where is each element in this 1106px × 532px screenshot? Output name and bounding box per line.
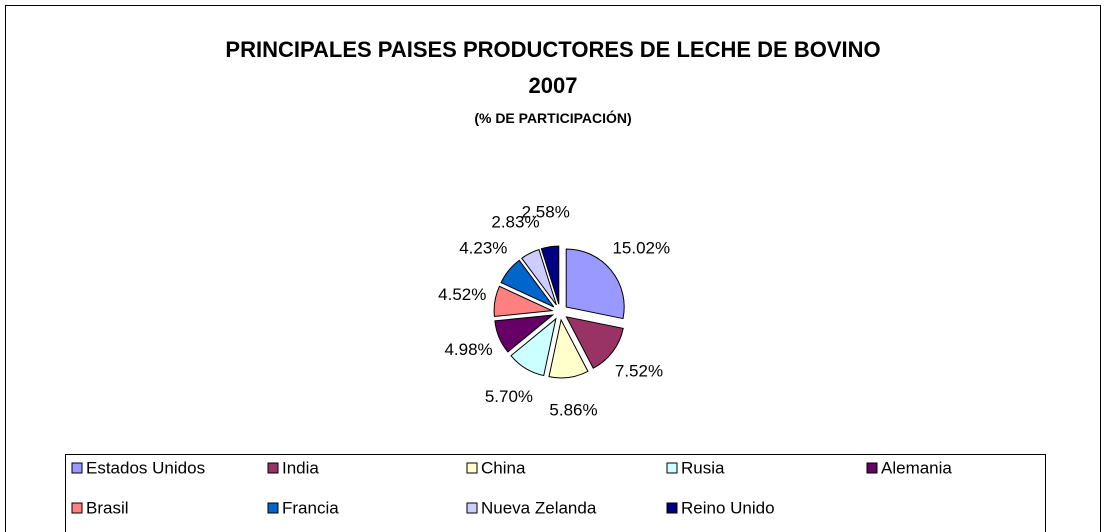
- data-label: 4.23%: [459, 238, 507, 257]
- legend-swatch: [666, 502, 678, 514]
- pie-slice: [521, 248, 557, 306]
- legend-swatch: [71, 462, 83, 474]
- legend-swatch: [466, 462, 478, 474]
- legend-label: Brasil: [86, 498, 129, 517]
- data-label: 7.52%: [615, 362, 663, 381]
- data-label: 15.02%: [612, 238, 670, 257]
- pie-slice: [510, 317, 557, 377]
- data-label: 5.70%: [485, 387, 533, 406]
- legend-swatch: [267, 462, 279, 474]
- data-label: 4.52%: [438, 285, 486, 304]
- data-label: 2.58%: [522, 203, 570, 222]
- legend-swatch: [866, 462, 878, 474]
- legend-label: Rusia: [681, 458, 725, 477]
- legend-label: Francia: [282, 498, 339, 517]
- pie-slice: [493, 285, 554, 318]
- legend-label: China: [481, 458, 526, 477]
- legend-label: Alemania: [881, 458, 952, 477]
- legend-swatch: [666, 462, 678, 474]
- legend-swatch: [466, 502, 478, 514]
- pie-slice: [548, 318, 589, 379]
- legend-label: India: [282, 458, 319, 477]
- chart-title: PRINCIPALES PAISES PRODUCTORES DE LECHE …: [225, 37, 881, 98]
- legend-swatch: [267, 502, 279, 514]
- legend-label: Reino Unido: [681, 498, 775, 517]
- chart-frame: [5, 5, 1101, 532]
- legend-swatch: [71, 502, 83, 514]
- pie-slice: [565, 316, 624, 369]
- pie-slice: [494, 314, 555, 353]
- legend-box: [65, 454, 1046, 532]
- legend-label: Nueva Zelanda: [481, 498, 597, 517]
- data-label: 5.86%: [549, 401, 597, 420]
- legend-label: Estados Unidos: [86, 458, 205, 477]
- pie-slice: [500, 259, 555, 308]
- pie-slice: [540, 245, 560, 305]
- pie-slice: [565, 248, 625, 320]
- data-label: 4.98%: [444, 340, 492, 359]
- data-label: 2.83%: [491, 212, 539, 231]
- chart-subtitle: (% DE PARTICIPACIÓN): [474, 110, 632, 126]
